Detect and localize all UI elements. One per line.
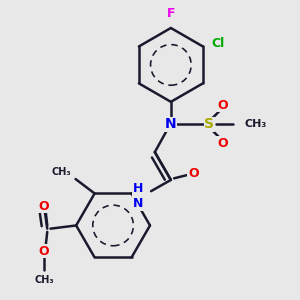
Text: N: N (165, 117, 177, 131)
Text: Cl: Cl (211, 37, 224, 50)
Text: F: F (167, 7, 175, 20)
Text: CH₃: CH₃ (51, 167, 71, 177)
Text: CH₃: CH₃ (245, 119, 267, 129)
Text: O: O (39, 200, 50, 213)
Text: O: O (188, 167, 199, 180)
Text: H
N: H N (133, 182, 143, 210)
Text: O: O (217, 137, 228, 150)
Text: O: O (217, 98, 228, 112)
Text: S: S (204, 117, 214, 131)
Text: O: O (39, 244, 50, 258)
Text: CH₃: CH₃ (34, 275, 54, 285)
